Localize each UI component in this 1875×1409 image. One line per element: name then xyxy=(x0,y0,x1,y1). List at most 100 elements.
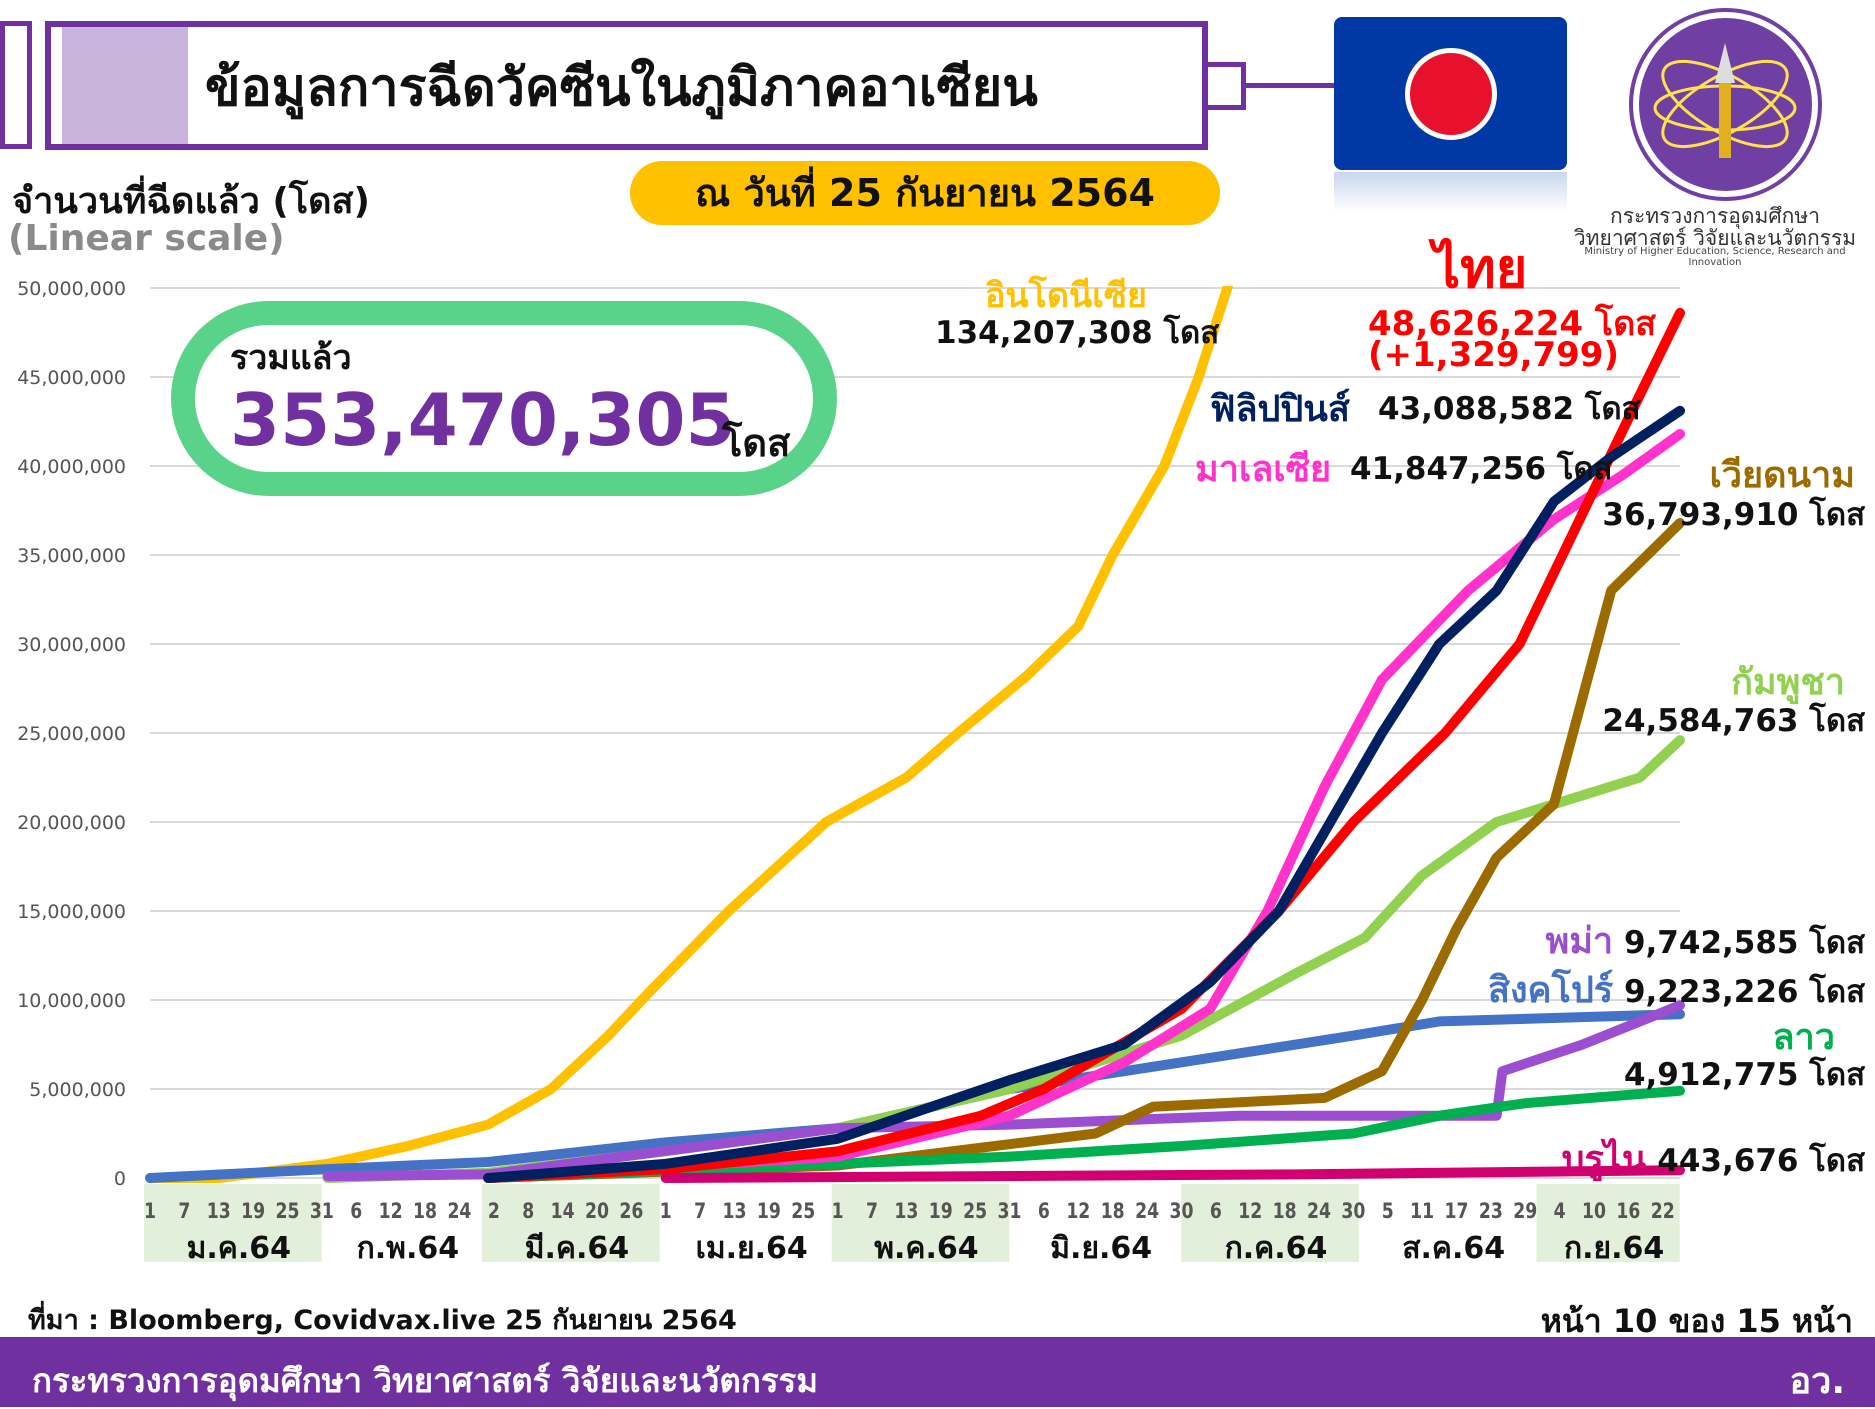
ministry-logo-icon xyxy=(1633,12,1818,197)
month-label: มิ.ย.64 xyxy=(1050,1231,1152,1266)
y-tick-label: 35,000,000 xyxy=(17,545,126,567)
ministry-name-line1: กระทรวงการอุดมศึกษา xyxy=(1610,204,1820,228)
label-cambodia-name: กัมพูชา xyxy=(1731,662,1845,703)
y-tick-label: 30,000,000 xyxy=(17,634,126,656)
total-unit: โดส xyxy=(722,421,791,465)
label-singapore: สิงคโปร์ 9,223,226 โดส xyxy=(1488,961,1865,1018)
label-laos-value: 4,912,775 โดส xyxy=(1623,1057,1865,1093)
y-tick-label: 25,000,000 xyxy=(17,723,126,745)
series-line xyxy=(660,1165,1685,1183)
x-tick-label: 31 xyxy=(310,1199,334,1223)
x-tick-label: 19 xyxy=(241,1199,265,1223)
page-title: ข้อมูลการฉีดวัคซีนในภูมิภาคอาเซียน xyxy=(205,58,1038,118)
month-band xyxy=(1181,1184,1359,1262)
syringe-body-decoration xyxy=(45,21,1208,150)
month-label: ก.ย.64 xyxy=(1564,1231,1664,1266)
total-value: 353,470,305 xyxy=(230,378,736,462)
syringe-nozzle-decoration xyxy=(1208,62,1246,110)
y-axis-title: จำนวนที่ฉีดแล้ว (โดส) xyxy=(12,181,370,222)
x-tick-label: 20 xyxy=(585,1199,609,1223)
x-tick-label: 31 xyxy=(998,1199,1022,1223)
month-label: พ.ค.64 xyxy=(874,1231,978,1266)
x-tick-label: 2 xyxy=(488,1199,500,1223)
x-tick-label: 30 xyxy=(1169,1199,1193,1223)
x-tick-label: 13 xyxy=(722,1199,746,1223)
x-tick-label: 24 xyxy=(447,1199,471,1223)
x-tick-label: 12 xyxy=(379,1199,403,1223)
x-tick-label: 18 xyxy=(1273,1199,1297,1223)
label-brunei-name: บรูไน xyxy=(1561,1139,1647,1180)
y-tick-label: 45,000,000 xyxy=(17,367,126,389)
x-tick-label: 30 xyxy=(1341,1199,1365,1223)
x-tick-label: 10 xyxy=(1582,1199,1606,1223)
ministry-name-line2: วิทยาศาสตร์ วิจัยและนวัตกรรม xyxy=(1573,226,1857,250)
label-myanmar: พม่า 9,742,585 โดส xyxy=(1545,912,1865,969)
y-tick-label: 50,000,000 xyxy=(17,278,126,300)
x-tick-label: 19 xyxy=(757,1199,781,1223)
x-tick-label: 7 xyxy=(694,1199,706,1223)
series-line xyxy=(322,1000,1685,1182)
label-singapore-value: 9,223,226 โดส xyxy=(1623,974,1865,1010)
total-label: รวมแล้ว xyxy=(230,338,352,378)
x-tick-label: 4 xyxy=(1554,1199,1566,1223)
x-tick-label: 7 xyxy=(866,1199,878,1223)
y-scale-note: (Linear scale) xyxy=(8,218,285,259)
y-tick-label: 15,000,000 xyxy=(17,901,126,923)
x-tick-label: 6 xyxy=(350,1199,362,1223)
label-vietnam-value: 36,793,910 โดส xyxy=(1602,497,1865,533)
month-band xyxy=(1536,1184,1680,1262)
month-label: เม.ย.64 xyxy=(696,1231,808,1266)
label-myanmar-name: พม่า xyxy=(1545,921,1614,962)
series-line xyxy=(483,429,1685,1183)
x-tick-label: 11 xyxy=(1410,1199,1434,1223)
y-tick-label: 0 xyxy=(114,1168,126,1190)
label-philippines-name: ฟิลิปปินส์ xyxy=(1210,389,1350,430)
x-tick-label: 29 xyxy=(1513,1199,1537,1223)
atom-emblem-icon xyxy=(1653,43,1797,158)
x-tick-label: 22 xyxy=(1651,1199,1675,1223)
x-tick-label: 7 xyxy=(178,1199,190,1223)
x-tick-label: 24 xyxy=(1307,1199,1331,1223)
month-label: ม.ค.64 xyxy=(187,1231,291,1266)
label-laos-name: ลาว xyxy=(1772,1017,1836,1058)
x-tick-label: 8 xyxy=(522,1199,534,1223)
x-tick-label: 16 xyxy=(1616,1199,1640,1223)
x-tick-label: 12 xyxy=(1066,1199,1090,1223)
label-malaysia-name: มาเลเซีย xyxy=(1195,449,1332,490)
month-band xyxy=(482,1184,660,1262)
label-thailand-name: ไทย xyxy=(1433,237,1528,300)
x-tick-label: 6 xyxy=(1210,1199,1222,1223)
month-label: มี.ค.64 xyxy=(525,1231,629,1266)
x-tick-label: 14 xyxy=(551,1199,575,1223)
month-label: ก.ค.64 xyxy=(1225,1231,1328,1266)
month-band xyxy=(144,1184,322,1262)
label-indonesia-name: อินโดนีเซีย xyxy=(985,276,1147,316)
ministry-name-english: Ministry of Higher Education, Science, R… xyxy=(1584,246,1846,268)
month-label: ส.ค.64 xyxy=(1402,1231,1505,1266)
x-tick-label: 6 xyxy=(1038,1199,1050,1223)
month-band xyxy=(831,1184,1010,1262)
x-tick-label: 19 xyxy=(929,1199,953,1223)
asean-emblem-icon xyxy=(1405,48,1497,140)
x-tick-label: 17 xyxy=(1445,1199,1469,1223)
x-tick-label: 12 xyxy=(1238,1199,1262,1223)
x-tick-label: 26 xyxy=(619,1199,643,1223)
label-cambodia-value: 24,584,763 โดส xyxy=(1602,703,1865,739)
label-singapore-name: สิงคโปร์ xyxy=(1488,970,1614,1011)
label-indonesia-value: 134,207,308 โดส xyxy=(935,315,1220,351)
label-philippines-value: 43,088,582 โดส xyxy=(1378,391,1641,427)
source-note: ที่มา : Bloomberg, Covidvax.live 25 กันย… xyxy=(28,1305,737,1336)
label-vietnam-name: เวียดนาม xyxy=(1709,455,1855,496)
series-line xyxy=(145,286,1233,1183)
x-tick-label: 25 xyxy=(963,1199,987,1223)
footer-organization: กระทรวงการอุดมศึกษา วิทยาศาสตร์ วิจัยและ… xyxy=(32,1361,819,1400)
label-brunei: บรูไน 443,676 โดส xyxy=(1562,1130,1865,1187)
x-tick-label: 24 xyxy=(1135,1199,1159,1223)
x-tick-label: 13 xyxy=(894,1199,918,1223)
label-brunei-value: 443,676 โดส xyxy=(1657,1143,1865,1179)
series-line xyxy=(483,518,1685,1183)
x-tick-label: 18 xyxy=(413,1199,437,1223)
label-myanmar-value: 9,742,585 โดส xyxy=(1623,925,1865,961)
flag-reflection xyxy=(1334,172,1567,212)
x-tick-label: 13 xyxy=(207,1199,231,1223)
